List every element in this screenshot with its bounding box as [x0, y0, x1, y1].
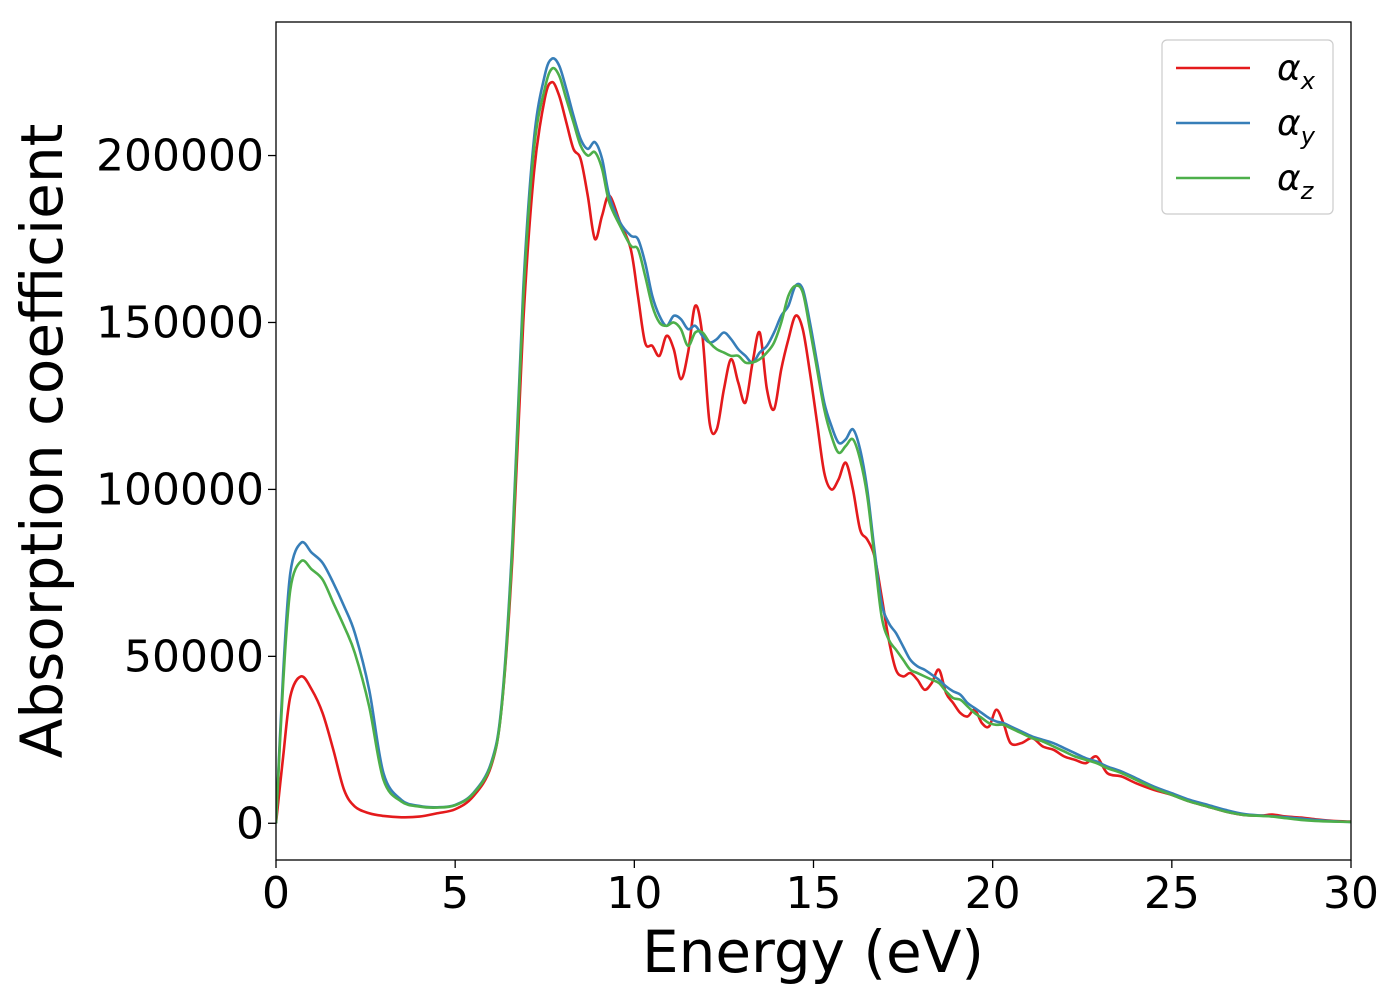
y-tick-label: 100000	[96, 464, 264, 515]
ticks-layer: 0 5 10 15 20 25 30 0 50000 100000 150000 200000	[96, 131, 1379, 919]
x-tick-label: 30	[1323, 868, 1379, 919]
y-tick-label: 200000	[96, 131, 264, 182]
x-tick-label: 5	[441, 868, 469, 919]
y-tick-label: 50000	[124, 631, 264, 682]
x-axis-title: Energy (eV)	[642, 918, 984, 986]
x-tick-label: 20	[965, 868, 1021, 919]
series-line-z	[276, 66, 1351, 824]
y-tick-label: 0	[236, 798, 264, 849]
legend-label-x: αx	[1277, 48, 1316, 95]
x-tick-label: 10	[606, 868, 662, 919]
series-layer	[276, 57, 1351, 824]
x-tick-label: 0	[262, 868, 290, 919]
legend-box	[1161, 39, 1334, 215]
x-tick-label: 25	[1144, 868, 1200, 919]
y-axis-title: Absorption coefficient	[8, 124, 76, 759]
x-tick-label: 15	[786, 868, 842, 919]
y-tick-label: 150000	[96, 297, 264, 348]
